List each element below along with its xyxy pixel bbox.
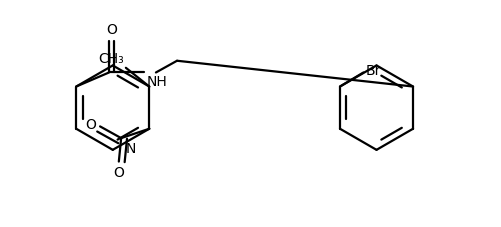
Text: O: O [113, 166, 124, 180]
Text: NH: NH [147, 75, 167, 89]
Text: O: O [86, 118, 97, 132]
Text: N: N [126, 142, 136, 156]
Text: Br: Br [366, 64, 381, 78]
Text: CH₃: CH₃ [98, 52, 124, 66]
Text: O: O [106, 23, 117, 37]
